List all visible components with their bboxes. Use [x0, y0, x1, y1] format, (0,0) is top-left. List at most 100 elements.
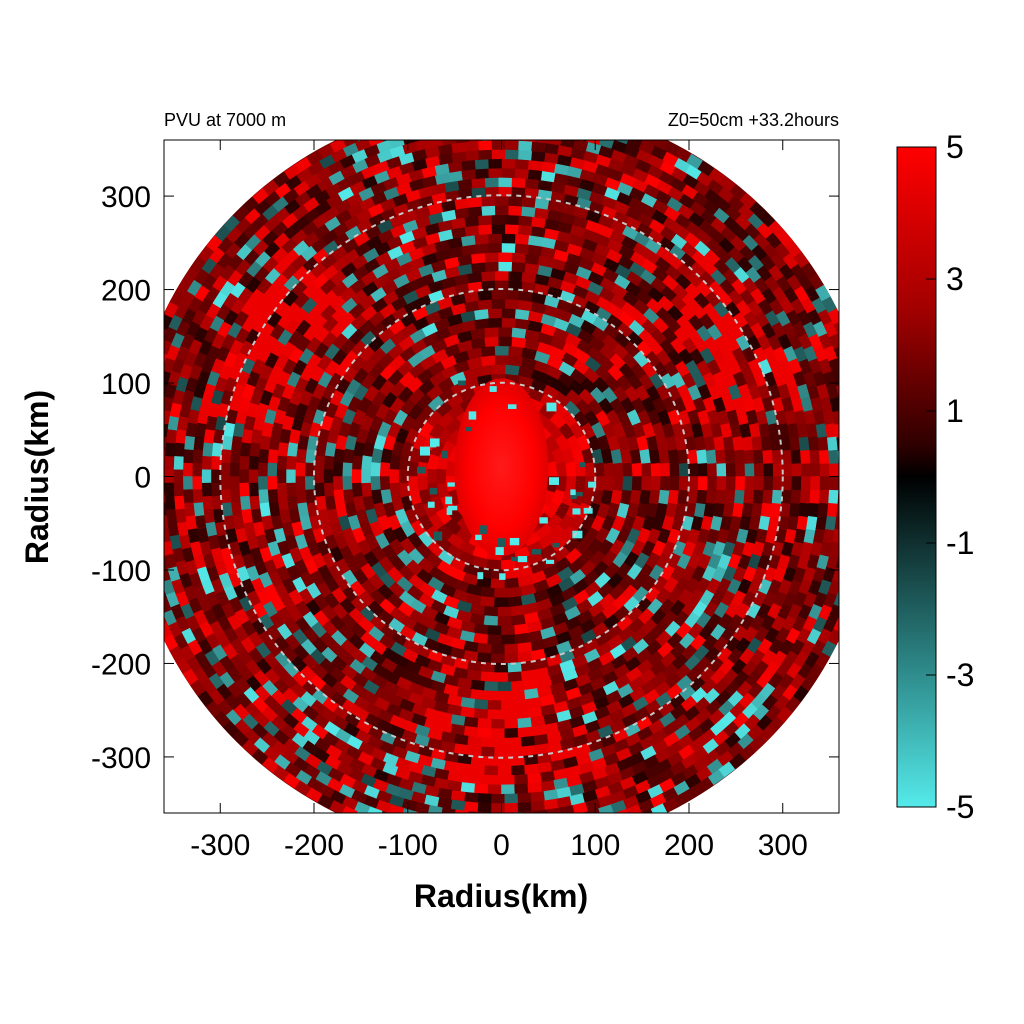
field-cell — [844, 423, 855, 437]
field-cell — [468, 821, 482, 831]
field-cell — [520, 735, 536, 748]
field-cell — [474, 774, 489, 785]
colorbar-tick-label: 1 — [946, 393, 964, 429]
field-cell — [507, 737, 523, 748]
field-cell — [501, 307, 516, 319]
field-cell — [565, 461, 577, 477]
field-cell — [538, 104, 552, 115]
field-cell — [497, 251, 513, 263]
field-cell — [192, 435, 205, 451]
field-cell — [508, 822, 522, 832]
field-cell — [511, 840, 525, 850]
field-cell — [836, 502, 839, 517]
field-cell — [141, 535, 153, 550]
field-cell — [527, 159, 543, 171]
field-cell — [837, 489, 839, 503]
field-cell — [484, 261, 499, 272]
field-cell — [481, 121, 495, 131]
field-cell — [173, 442, 185, 458]
field-cell — [844, 516, 855, 530]
field-cell — [485, 103, 499, 113]
field-cell — [603, 476, 615, 492]
field-cell — [483, 615, 499, 627]
field-cell — [182, 489, 194, 504]
field-cell — [144, 351, 157, 367]
field-cell — [441, 807, 457, 813]
field-cell — [464, 140, 479, 152]
field-cell — [477, 727, 492, 739]
field-cell — [351, 482, 363, 498]
field-cell — [257, 448, 269, 464]
field-cell — [476, 652, 492, 664]
field-cell — [238, 482, 250, 498]
core-speck — [445, 496, 453, 505]
field-cell — [182, 449, 194, 464]
field-cell — [838, 615, 839, 618]
field-cell — [501, 317, 516, 328]
field-cell — [511, 831, 525, 841]
field-cell — [484, 765, 499, 776]
field-cell — [852, 410, 863, 425]
field-cell — [477, 214, 492, 226]
field-cell — [248, 469, 259, 484]
field-cell — [818, 449, 830, 464]
field-cell — [808, 435, 820, 451]
field-cell — [817, 502, 829, 518]
field-cell — [832, 410, 839, 425]
field-cell — [164, 463, 165, 477]
field-cell — [148, 516, 159, 530]
field-cell — [715, 489, 727, 505]
field-cell — [533, 809, 548, 813]
field-cell — [131, 535, 143, 550]
field-cell — [725, 462, 737, 477]
field-cell — [847, 450, 857, 464]
field-cell — [460, 159, 476, 171]
field-cell — [705, 448, 718, 464]
core-speck — [429, 487, 438, 495]
field-cell — [379, 462, 391, 477]
field-cell — [846, 436, 857, 450]
field-cell — [141, 403, 153, 418]
field-cell — [341, 476, 353, 491]
field-cell — [836, 436, 839, 451]
core-speck — [570, 489, 576, 496]
core-speck — [583, 507, 593, 514]
field-cell — [641, 476, 652, 491]
field-cell — [148, 339, 161, 355]
field-cell — [856, 554, 868, 569]
core-speck — [479, 525, 487, 535]
field-cell — [164, 502, 167, 517]
field-cell — [752, 449, 764, 464]
core-speck — [497, 538, 506, 547]
core-speck — [468, 411, 477, 420]
field-cell — [580, 811, 587, 813]
field-cell — [473, 233, 489, 245]
field-cell — [480, 671, 496, 683]
field-cell — [829, 476, 839, 491]
field-cell — [547, 124, 562, 135]
field-cell — [520, 196, 536, 208]
field-cell — [734, 489, 746, 505]
field-cell — [838, 463, 839, 477]
field-cell — [416, 476, 428, 492]
field-cell — [697, 476, 709, 491]
field-cell — [772, 476, 784, 491]
field-cell — [149, 529, 160, 544]
field-cell — [164, 442, 176, 458]
field-cell — [791, 476, 802, 491]
field-cell — [753, 476, 765, 491]
field-cell — [479, 345, 496, 357]
field-cell — [550, 115, 565, 126]
field-cell — [507, 671, 523, 683]
field-cell — [481, 812, 496, 813]
field-cell — [484, 681, 499, 692]
y-axis-title: Radius(km) — [19, 390, 55, 564]
field-cell — [476, 289, 492, 301]
field-cell — [508, 121, 522, 131]
field-cell — [848, 477, 858, 490]
field-cell — [800, 462, 812, 477]
field-cell — [144, 586, 157, 602]
x-tick-label: 300 — [758, 829, 808, 862]
field-cell — [524, 103, 538, 113]
